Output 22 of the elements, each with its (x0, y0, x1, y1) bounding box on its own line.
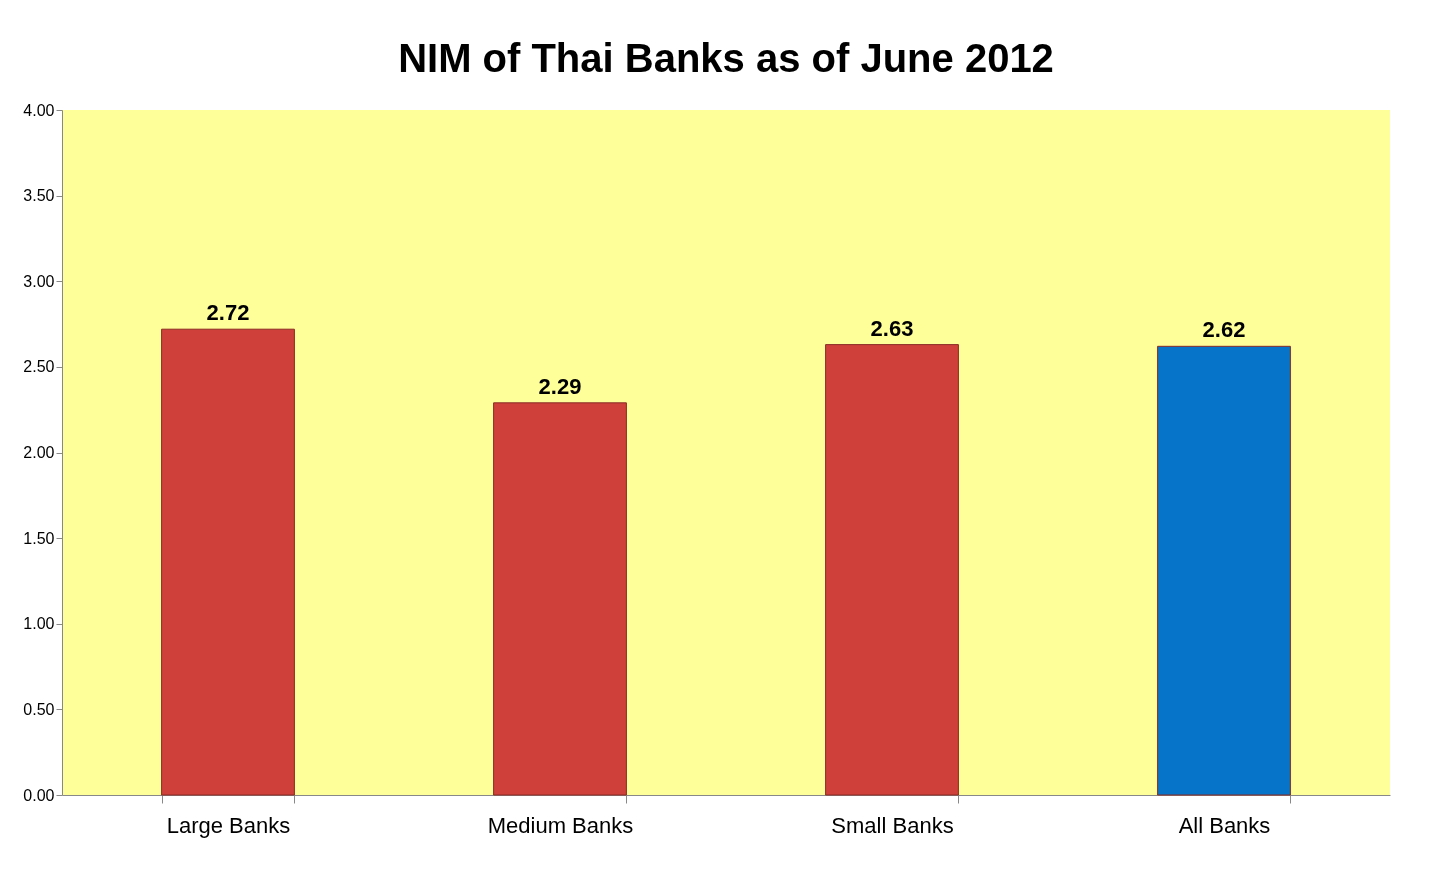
y-tick-label: 1.00 (23, 615, 55, 633)
bar (161, 328, 295, 796)
bar (825, 344, 959, 796)
bar (493, 402, 627, 796)
y-tick-label: 1.50 (23, 529, 55, 547)
data-label: 2.72 (206, 300, 250, 326)
y-tick-label: 0.50 (23, 700, 55, 718)
y-tick-label: 2.50 (23, 358, 55, 376)
bar (1157, 345, 1291, 796)
y-tick-label: 4.00 (23, 101, 55, 119)
x-tick-label: Large Banks (166, 812, 291, 838)
data-label: 2.62 (1202, 317, 1246, 343)
chart-title: NIM of Thai Banks as of June 2012 (398, 36, 1054, 80)
y-tick-label: 0.00 (23, 786, 55, 804)
y-tick-label: 3.00 (23, 272, 55, 290)
data-label: 2.29 (538, 373, 582, 399)
y-tick-label: 3.50 (23, 187, 55, 205)
x-tick-label: Medium Banks (487, 812, 634, 838)
x-tick-label: All Banks (1178, 812, 1271, 838)
x-tick-label: Small Banks (831, 812, 954, 838)
data-label: 2.63 (870, 315, 914, 341)
y-tick-label: 2.00 (23, 444, 55, 461)
